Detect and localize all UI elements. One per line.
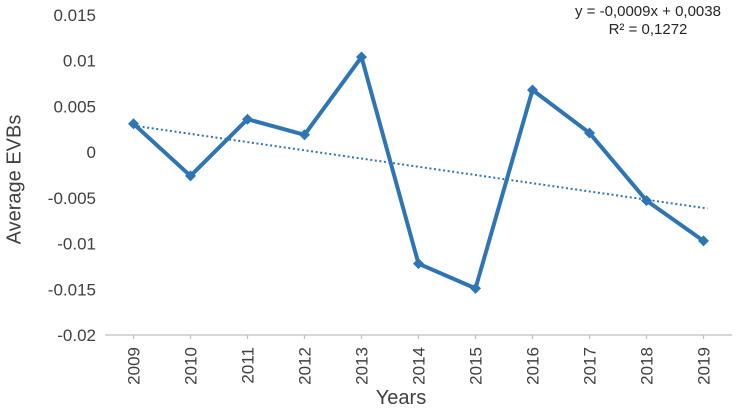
y-tick-label: -0.015 — [48, 280, 96, 299]
x-tick-label: 2014 — [410, 347, 429, 385]
trendline-r-squared-text: R² = 0,1272 — [608, 21, 688, 38]
y-tick-label: 0.005 — [53, 97, 96, 116]
x-tick-label: 2011 — [239, 347, 258, 384]
x-axis-title: Years — [375, 387, 427, 409]
data-point-marker — [299, 129, 310, 141]
trendline — [133, 124, 708, 210]
x-tick-label: 2018 — [638, 347, 657, 385]
x-tick-label: 2016 — [524, 347, 543, 385]
x-tick-label: 2009 — [125, 347, 144, 385]
series-line — [131, 55, 706, 291]
x-tick-label: 2015 — [467, 347, 486, 385]
y-tick-label: 0.01 — [63, 52, 96, 71]
x-tick-label: 2010 — [182, 347, 201, 385]
y-tick-label: 0 — [87, 143, 96, 162]
y-axis-title: Average EVBs — [3, 114, 26, 245]
y-tick-label: -0.02 — [57, 326, 96, 345]
x-tick-label: 2019 — [695, 347, 714, 385]
data-point-marker — [185, 170, 196, 182]
x-tick-label: 2012 — [296, 347, 315, 385]
y-tick-label: -0.005 — [48, 189, 96, 208]
data-point-marker — [470, 282, 481, 294]
data-point-marker — [242, 113, 253, 125]
y-tick-label: 0.015 — [53, 6, 96, 25]
trendline-equation-text: y = -0,0009x + 0,0038 — [575, 3, 721, 20]
data-point-marker — [413, 258, 424, 270]
trendline-annotation: y = -0,0009x + 0,0038 R² = 0,1272 — [548, 3, 748, 39]
y-tick-label: -0.01 — [57, 235, 96, 254]
data-point-marker — [698, 235, 709, 247]
data-point-marker — [584, 127, 595, 139]
data-point-marker — [128, 118, 139, 130]
data-point-marker — [641, 195, 652, 207]
x-tick-label: 2017 — [581, 347, 600, 385]
x-tick-label: 2013 — [353, 347, 372, 385]
data-point-marker — [527, 84, 538, 96]
data-point-marker — [356, 51, 367, 63]
